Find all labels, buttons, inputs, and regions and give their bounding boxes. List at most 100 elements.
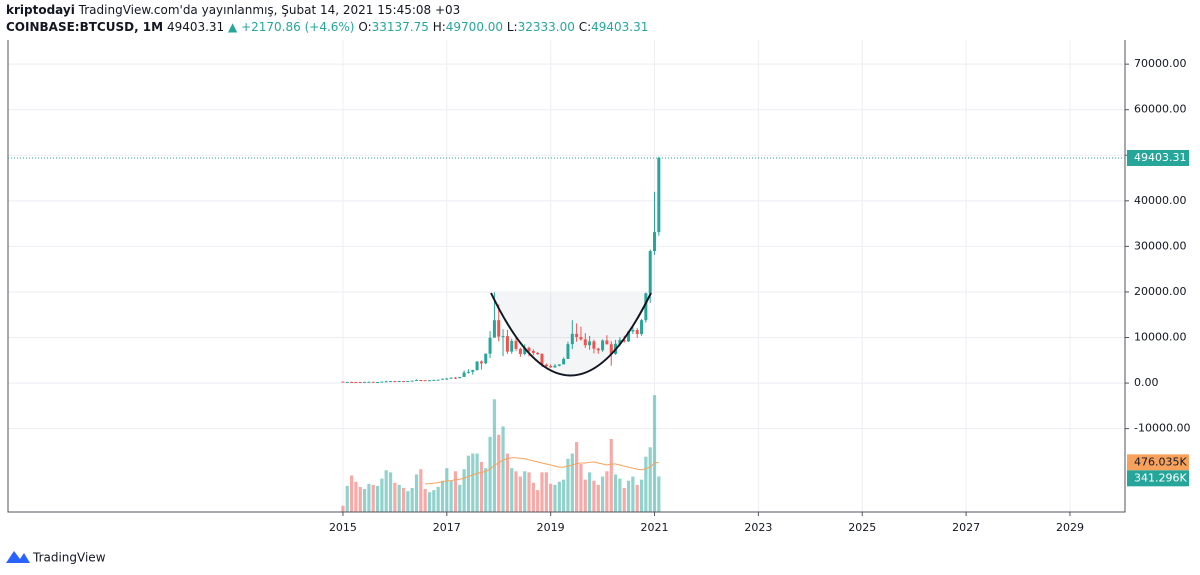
candle-body — [402, 381, 406, 383]
volume-bar — [380, 478, 384, 512]
volume-bar — [445, 468, 449, 512]
ohlc: O:33137.75 H:49700.00 L:32333.00 C:49403… — [358, 20, 648, 34]
axes: -10000.00 0.00 10000.00 20000.00 30000.00 400… — [7, 40, 1190, 534]
candle-body — [475, 361, 479, 370]
volume-bar — [488, 436, 492, 512]
volume-bar — [549, 483, 553, 512]
candle-body — [406, 381, 410, 383]
candle-body — [436, 379, 440, 381]
volume-bar — [393, 482, 397, 512]
y-tick-label: 70000.00 — [1134, 57, 1187, 70]
candle-body — [601, 340, 605, 351]
volume-bar — [345, 485, 349, 512]
candle-body — [510, 340, 514, 352]
y-tick-label: 30000.00 — [1134, 239, 1187, 252]
candle-body — [627, 331, 631, 342]
candles — [341, 156, 661, 383]
candle-body — [367, 381, 371, 383]
candle-body — [488, 337, 492, 354]
candle-body — [544, 364, 548, 367]
volume-bar — [626, 480, 631, 512]
symbol-line: COINBASE:BTCUSD, 1M 49403.31 ▲ +2170.86 … — [6, 20, 648, 34]
candle-body — [393, 381, 397, 383]
volume-bar — [622, 488, 626, 512]
x-tick-label: 2023 — [744, 521, 772, 534]
candle-body — [415, 379, 419, 381]
candle-body — [453, 377, 457, 379]
volume-bar — [583, 479, 587, 512]
volume-box — [1127, 470, 1189, 487]
ohlc-key: C: — [578, 20, 592, 34]
candle-body — [592, 341, 596, 349]
volume-bar — [453, 471, 458, 512]
candle-body — [570, 333, 574, 345]
candle-body — [566, 344, 570, 359]
volume-bar — [414, 474, 419, 512]
volume-bar — [644, 456, 648, 512]
volume-bar — [613, 474, 618, 512]
author: kriptodayi — [6, 3, 75, 17]
volume-bar — [596, 484, 600, 512]
volume-bar — [419, 469, 423, 512]
candle-body — [596, 348, 600, 351]
change: +2170.86 (+4.6%) — [241, 20, 355, 34]
volume-bar — [458, 484, 462, 512]
ohlc-key: L: — [506, 20, 518, 34]
volume-bar — [609, 438, 613, 512]
volume-bar — [406, 491, 410, 512]
candle-body — [501, 336, 505, 338]
candle-body — [440, 378, 444, 380]
y-tick-label: 20000.00 — [1134, 285, 1187, 298]
volume-bar — [588, 472, 592, 512]
volume-bar — [553, 484, 557, 512]
volume-bar — [544, 472, 548, 512]
y-tick-label: 40000.00 — [1134, 194, 1187, 207]
volume-ma-label: 476.035K — [1134, 455, 1187, 468]
candle-body — [423, 380, 427, 382]
x-tick-label: 2029 — [1056, 521, 1084, 534]
candle-body — [380, 381, 384, 383]
volume-bar — [562, 479, 566, 512]
candle-body — [514, 340, 518, 349]
volume-bar — [592, 480, 596, 512]
candle-body — [523, 347, 527, 354]
candle-body — [648, 250, 652, 294]
candle-body — [609, 344, 613, 354]
ohlc-value: 32333.00 — [517, 20, 575, 34]
candle-body — [371, 381, 375, 383]
candle-body — [376, 381, 380, 383]
ohlc-value: 49403.31 — [591, 20, 649, 34]
volume-bar — [449, 480, 453, 512]
volume-bar — [523, 471, 527, 512]
candle-body — [397, 381, 401, 383]
volume-bar — [639, 479, 644, 512]
candle-body — [428, 380, 432, 382]
x-tick-label: 2025 — [848, 521, 876, 534]
volume-bar — [462, 469, 466, 512]
logo-icon — [6, 551, 30, 563]
volume-bar — [618, 478, 622, 512]
volume-bar — [605, 471, 609, 512]
cup-curve — [490, 292, 652, 377]
candle-body — [358, 381, 362, 383]
logo: TradingView — [6, 551, 106, 565]
x-tick-label: 2015 — [329, 521, 357, 534]
volume-bar — [358, 486, 362, 512]
candle-body — [635, 329, 639, 334]
volume-bar — [371, 484, 375, 512]
candle-body — [458, 376, 462, 379]
candle-body — [553, 365, 557, 368]
volume-bar — [475, 453, 479, 512]
volume-bar — [367, 483, 371, 512]
volume-bar — [570, 453, 574, 512]
candle-body — [462, 372, 466, 377]
direction: ▲ — [228, 20, 238, 34]
volume-bar — [652, 395, 657, 512]
ohlc-key: H: — [432, 20, 446, 34]
volume-ma-box — [1127, 454, 1189, 471]
volume-bar — [575, 442, 579, 512]
volume-bar — [354, 481, 358, 512]
candle-body — [527, 347, 531, 352]
